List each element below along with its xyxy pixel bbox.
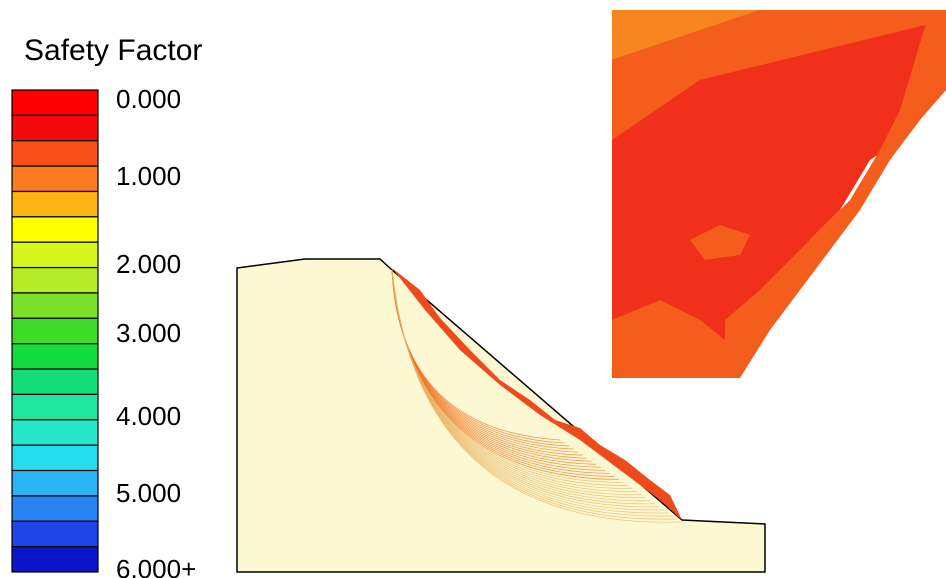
legend-swatch: [12, 420, 98, 445]
legend-swatch: [12, 115, 98, 140]
figure-canvas: Safety Factor 0.000 1.000 2.000 3.000 4.000 5…: [0, 0, 946, 578]
legend-swatch: [12, 496, 98, 521]
legend-swatch: [12, 293, 98, 318]
legend-swatch: [12, 471, 98, 496]
legend-swatch: [12, 369, 98, 394]
legend-swatch: [12, 191, 98, 216]
inset: [612, 10, 946, 378]
legend-label: 6.000+: [116, 554, 196, 578]
legend-scale: [12, 90, 98, 572]
legend-swatch: [12, 268, 98, 293]
legend-label: 4.000: [116, 401, 181, 431]
legend-label: 5.000: [116, 478, 181, 508]
legend-swatch: [12, 90, 98, 115]
legend-label: 3.000: [116, 318, 181, 348]
legend-label: 1.000: [116, 161, 181, 191]
legend-title: Safety Factor: [24, 34, 202, 67]
legend-labels: 0.000 1.000 2.000 3.000 4.000 5.000 6.000+: [116, 84, 196, 578]
legend-swatch: [12, 521, 98, 546]
legend-swatch: [12, 394, 98, 419]
legend-label: 2.000: [116, 249, 181, 279]
legend-swatch: [12, 318, 98, 343]
figure: Safety Factor 0.000 1.000 2.000 3.000 4.000 5…: [0, 0, 946, 578]
legend-swatch: [12, 344, 98, 369]
legend-swatch: [12, 217, 98, 242]
legend-label: 0.000: [116, 84, 181, 114]
legend-swatch: [12, 242, 98, 267]
legend-swatch: [12, 141, 98, 166]
legend-swatch: [12, 547, 98, 572]
legend-swatch: [12, 445, 98, 470]
legend-swatch: [12, 166, 98, 191]
